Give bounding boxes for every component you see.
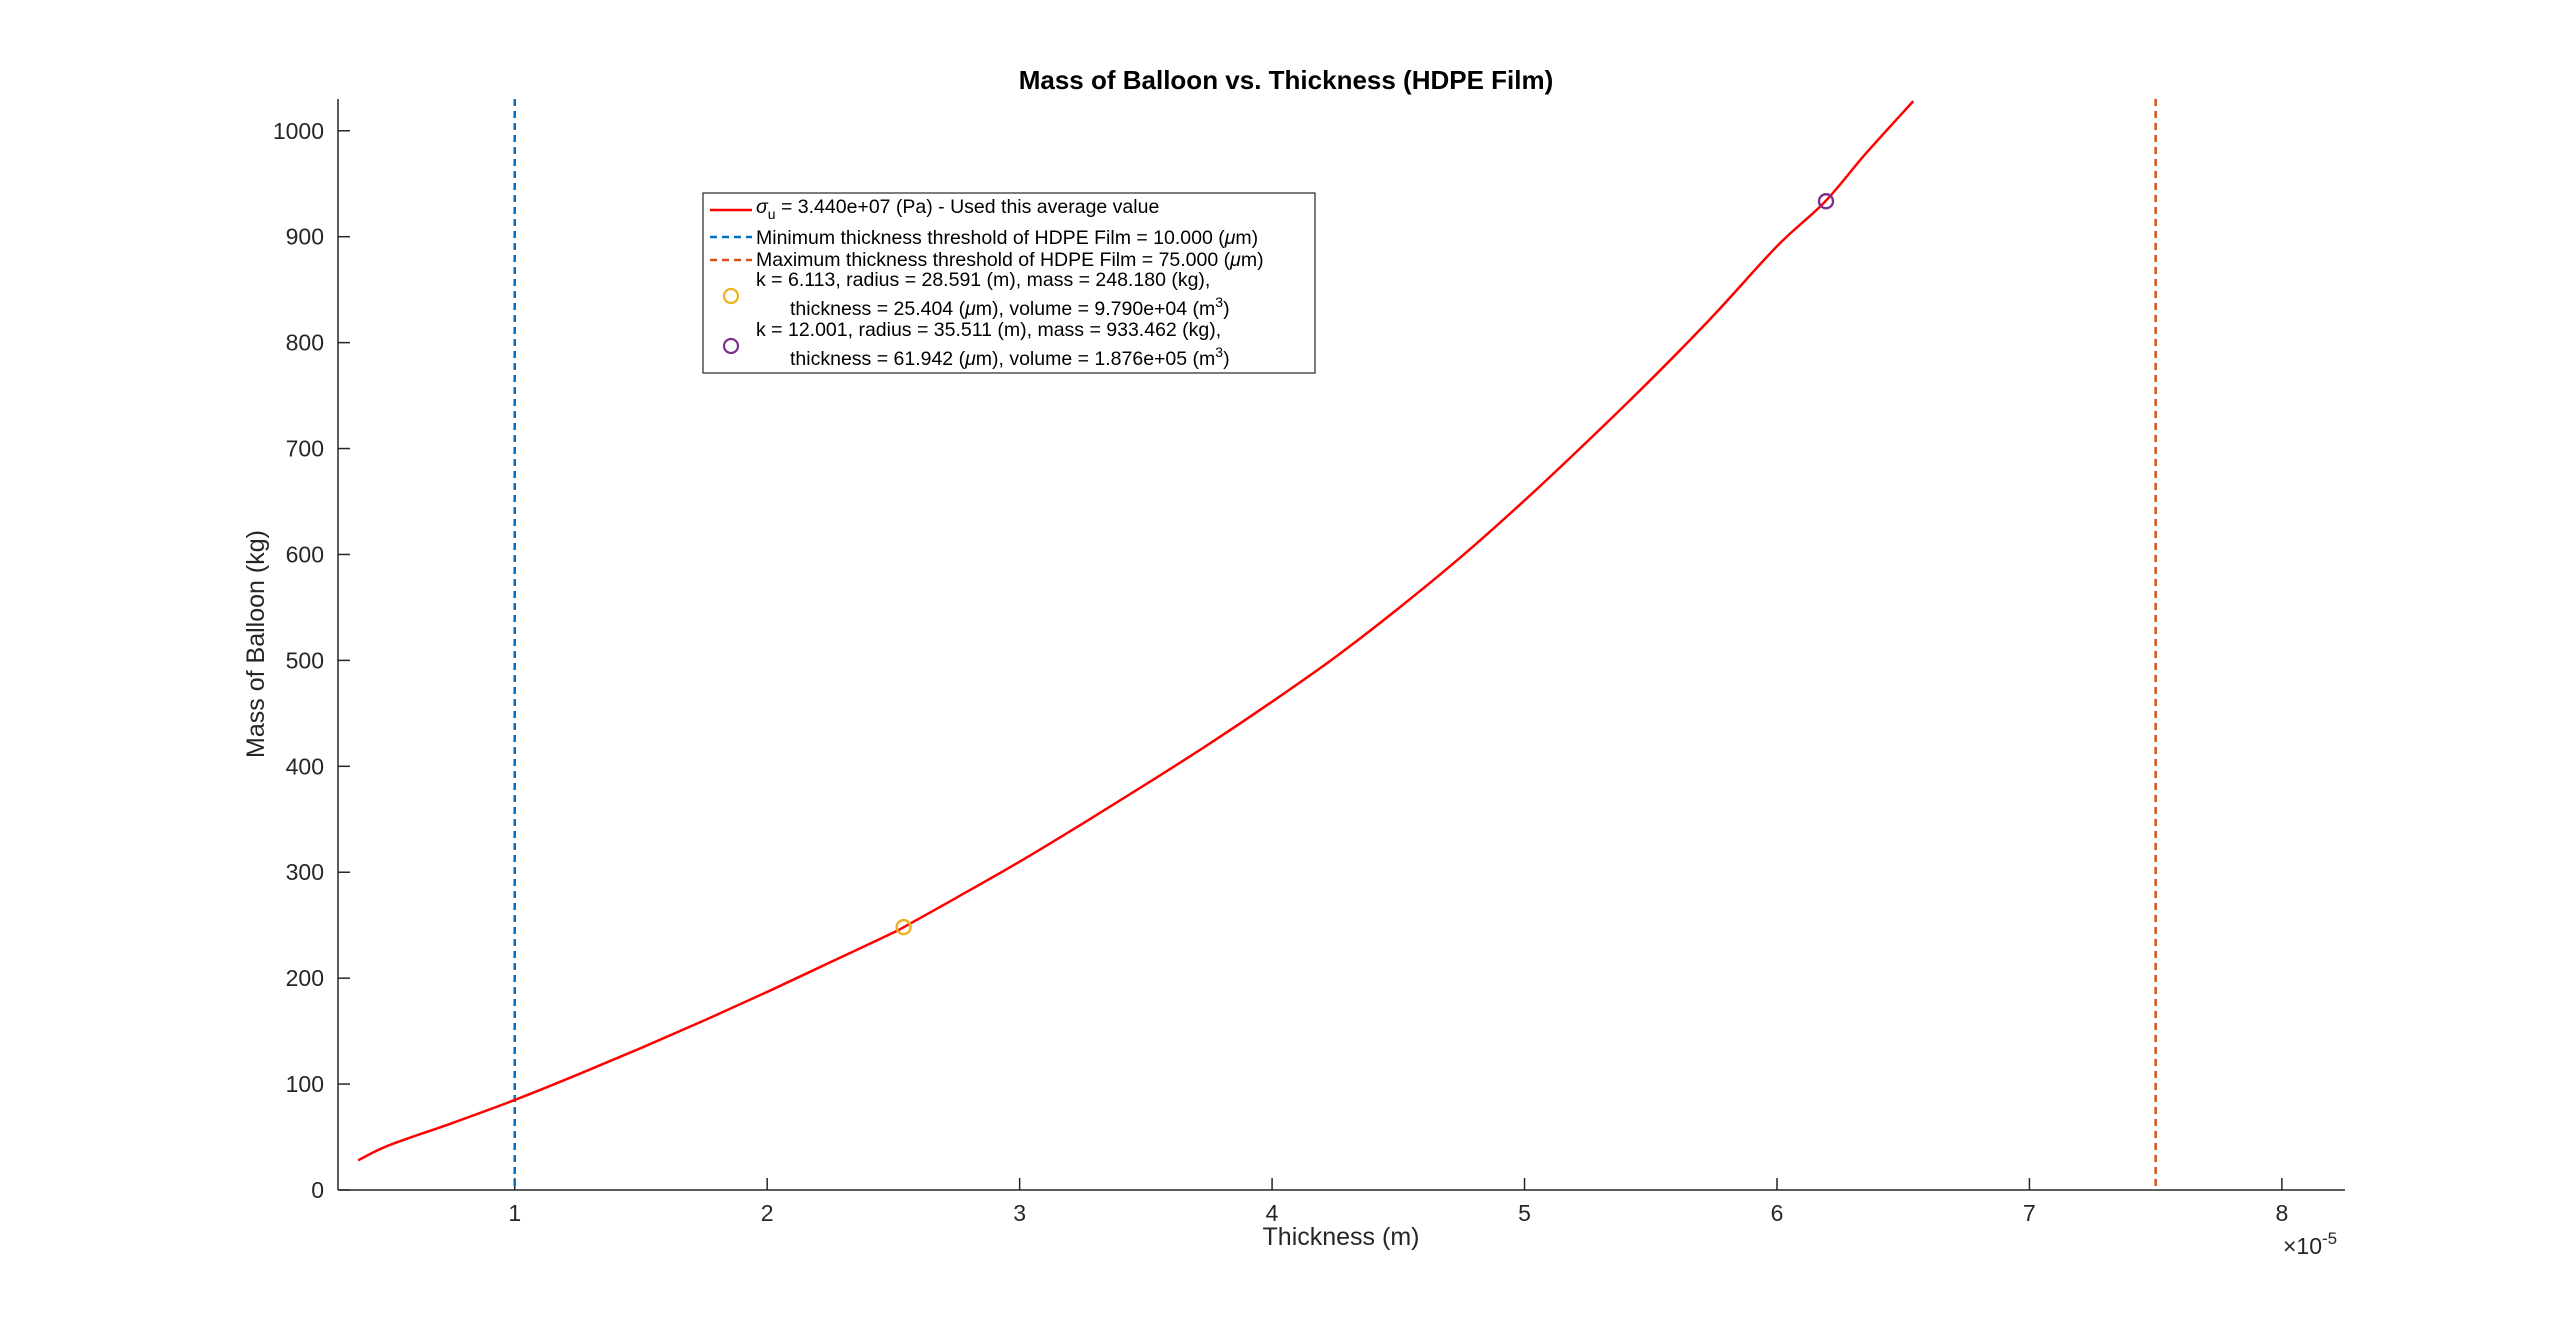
y-tick-label: 400 [286,753,324,779]
chart-title: Mass of Balloon vs. Thickness (HDPE Film… [1019,65,1554,95]
legend-box [702,192,1316,374]
y-tick-label: 300 [286,859,324,885]
y-tick-label: 800 [286,330,324,356]
y-tick-label: 1000 [273,118,324,144]
y-axis-label: Mass of Balloon (kg) [242,530,270,758]
y-tick-label: 500 [286,647,324,673]
series-line-sigma-u [357,100,1915,1162]
y-tick-label: 600 [286,541,324,567]
y-tick-label: 100 [286,1071,324,1097]
x-tick-label: 4 [1266,1200,1279,1226]
y-tick-label: 700 [286,436,324,462]
x-tick-label: 1 [508,1200,521,1226]
x-axis-label: Thickness (m) [1263,1223,1420,1251]
marker-group [895,193,1835,936]
data-point-4 [1817,193,1835,210]
x-tick-label: 2 [761,1200,774,1226]
x-tick-label: 3 [1013,1200,1026,1226]
y-tick-label: 900 [286,224,324,250]
legend-entry-k6-line2: thickness = 25.404 (μm), volume = 9.790e… [790,294,1230,320]
axes [337,99,2345,1191]
legend-entry-min-threshold: Minimum thickness threshold of HDPE Film… [756,227,1258,249]
data-point-3 [895,918,912,936]
legend-entry-k6-line1: k = 6.113, radius = 28.591 (m), mass = 2… [756,269,1210,291]
legend: σu = 3.440e+07 (Pa) - Used this average … [702,192,1316,374]
tick-group: 1 2 3 4 5 6 7 8 0 100 200 300 400 500 600 700 800 900 1000 [273,118,2288,1226]
legend-entry-sigma-u: σu = 3.440e+07 (Pa) - Used this average … [756,196,1159,222]
legend-entry-k12-line1: k = 12.001, radius = 35.511 (m), mass = … [756,319,1221,341]
legend-marker-k12 [722,337,740,355]
legend-marker-k6 [722,287,740,305]
y-tick-label: 0 [311,1177,324,1203]
x-tick-label: 7 [2023,1200,2036,1226]
y-tick-label: 200 [286,965,324,991]
x-tick-label: 6 [1771,1200,1784,1226]
legend-entry-max-threshold: Maximum thickness threshold of HDPE Film… [756,249,1264,271]
legend-entry-k12-line2: thickness = 61.942 (μm), volume = 1.876e… [790,344,1230,370]
x-tick-label: 5 [1518,1200,1531,1226]
x-tick-label: 8 [2275,1200,2288,1226]
threshold-lines [513,99,2157,1190]
x-exponent-label: ×10-5 [2283,1229,2337,1259]
